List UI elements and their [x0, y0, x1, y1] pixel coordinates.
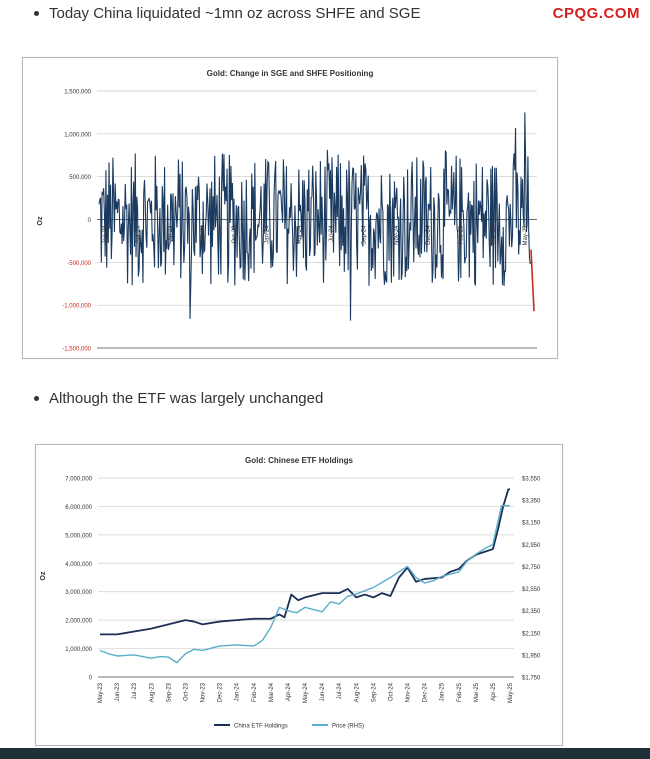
- x-tick-label: Mar-25: [491, 225, 497, 245]
- x-tick-label: May-25: [523, 225, 529, 246]
- x-tick-label: Feb-25: [458, 225, 464, 245]
- y2-tick-label: $3,550: [522, 477, 541, 483]
- y-tick-label: 1,000,000: [65, 647, 92, 653]
- x-axis-ticks: Jan-23 Apr-23 Jul-23 Sep-23 Oct-23 Jan-24 Apr-…: [103, 225, 529, 246]
- bullet-label: Although the ETF was largely unchanged: [49, 390, 324, 407]
- x-tick-label: Oct-24: [388, 682, 394, 701]
- y-axis-label: Oz: [40, 571, 47, 580]
- y2-tick-label: $2,950: [522, 543, 541, 549]
- gridlines: [98, 477, 514, 678]
- x-tick-label: Apr-24: [286, 682, 292, 701]
- x-tick-label: Nov-24: [394, 225, 400, 245]
- x-tick-label: May-25: [508, 682, 514, 703]
- latest-drop-bar: [530, 249, 535, 312]
- footer-bar: [0, 748, 650, 759]
- y-axis-ticks: 7,000,000 6,000,000 5,000,000 4,000,000 3,00…: [65, 477, 92, 682]
- x-axis-ticks: May-23 Jun-23 Jul-23 Aug-23 Sep-23 Oct-23 Nov-…: [98, 682, 514, 703]
- etf-holdings-chart: Gold: Chinese ETF Holdings 7,000,000 6,00…: [35, 444, 563, 746]
- chart-title: Gold: Chinese ETF Holdings: [245, 456, 354, 465]
- x-tick-label: Jan-24: [265, 225, 271, 244]
- y2-tick-label: $2,350: [522, 609, 541, 615]
- x-tick-label: Mar-24: [269, 682, 275, 702]
- x-tick-label: Sep-23: [166, 682, 172, 702]
- x-tick-label: Nov-24: [406, 682, 412, 702]
- x-tick-label: Nov-23: [201, 682, 207, 702]
- x-tick-label: Dec-24: [426, 225, 432, 245]
- position-series-line: [98, 112, 531, 321]
- x-tick-label: Feb-24: [252, 682, 258, 702]
- x-tick-label: Sep-23: [200, 225, 206, 245]
- bars: [98, 112, 535, 321]
- x-tick-label: Jul-24: [337, 682, 343, 699]
- y-tick-label: 0: [88, 218, 92, 224]
- y2-tick-label: $2,550: [522, 587, 541, 593]
- x-tick-label: Jan-23: [103, 225, 109, 244]
- y-axis-label: Oz: [37, 216, 44, 225]
- y-tick-label: 6,000,000: [65, 505, 92, 511]
- positioning-chart-svg: Gold: Change in SGE and SHFE Positioning…: [37, 69, 537, 353]
- price-line: [99, 504, 510, 664]
- x-tick-label: Jul-23: [132, 682, 138, 699]
- y-tick-label: 7,000,000: [65, 477, 92, 483]
- x-tick-label: Oct-23: [183, 682, 189, 701]
- y-axis-ticks: 1,500,000 1,000,000 500,000 0 -500,000 -1,000…: [62, 90, 91, 353]
- x-tick-label: Jul-23: [168, 225, 174, 242]
- y-tick-label: -500,000: [67, 261, 91, 267]
- series-lines: [99, 488, 510, 664]
- y2-tick-label: $3,150: [522, 521, 541, 527]
- x-tick-label: Feb-25: [457, 682, 463, 702]
- x-tick-label: Dec-24: [423, 682, 429, 702]
- y-tick-label: 0: [89, 676, 93, 682]
- x-tick-label: Sep-24: [361, 225, 367, 245]
- x-tick-label: Aug-23: [149, 682, 155, 702]
- y-tick-label: -1,500,000: [62, 347, 91, 353]
- chart-title: Gold: Change in SGE and SHFE Positioning: [207, 69, 374, 78]
- x-tick-label: Jun-23: [115, 682, 121, 701]
- bullet-text-1: Today China liquidated ~1mn oz across SH…: [34, 5, 420, 22]
- bullet-dot: [34, 396, 39, 401]
- etf-holdings-line: [100, 488, 510, 636]
- y2-axis-ticks: $3,550 $3,350 $3,150 $2,950 $2,750 $2,550 $2,3…: [522, 477, 541, 682]
- bullet-label: Today China liquidated ~1mn oz across SH…: [49, 5, 421, 22]
- x-tick-label: Mar-25: [474, 682, 480, 702]
- legend: China ETF Holdings Price (RHS): [214, 724, 364, 730]
- x-tick-label: Sep-24: [371, 682, 377, 702]
- y-tick-label: 5,000,000: [65, 533, 92, 539]
- y2-tick-label: $3,350: [522, 499, 541, 505]
- positioning-chart: Gold: Change in SGE and SHFE Positioning…: [22, 57, 558, 359]
- y2-tick-label: $1,750: [522, 676, 541, 682]
- x-tick-label: Jan-25: [440, 682, 446, 701]
- y-tick-label: 3,000,000: [65, 590, 92, 596]
- x-tick-label: Jul-24: [329, 225, 335, 242]
- watermark-logo: CPQG.COM: [552, 5, 640, 22]
- bullet-dot: [34, 11, 39, 16]
- y2-tick-label: $2,750: [522, 565, 541, 571]
- legend-label: China ETF Holdings: [234, 724, 288, 730]
- x-tick-label: Dec-23: [218, 682, 224, 702]
- x-tick-label: May-24: [303, 682, 309, 703]
- x-tick-label: Oct-23: [232, 225, 238, 244]
- x-tick-label: Jun-24: [320, 682, 326, 701]
- etf-chart-svg: Gold: Chinese ETF Holdings 7,000,000 6,00…: [40, 456, 541, 730]
- x-tick-label: Apr-24: [297, 225, 303, 244]
- y2-tick-label: $2,150: [522, 631, 541, 637]
- x-tick-label: Aug-24: [354, 682, 360, 702]
- bullet-text-2: Although the ETF was largely unchanged: [34, 390, 323, 407]
- y-tick-label: 1,500,000: [64, 90, 91, 96]
- y-tick-label: -1,000,000: [62, 304, 91, 310]
- x-tick-label: Apr-25: [491, 682, 497, 701]
- y-tick-label: 2,000,000: [65, 619, 92, 625]
- y-tick-label: 4,000,000: [65, 562, 92, 568]
- x-tick-label: Apr-23: [135, 225, 141, 244]
- legend-label: Price (RHS): [332, 724, 364, 730]
- y-tick-label: 1,000,000: [64, 132, 91, 138]
- x-tick-label: May-23: [98, 682, 104, 703]
- y2-tick-label: $1,950: [522, 653, 541, 659]
- x-tick-label: Jan-24: [235, 682, 241, 701]
- y-tick-label: 500,000: [69, 175, 91, 181]
